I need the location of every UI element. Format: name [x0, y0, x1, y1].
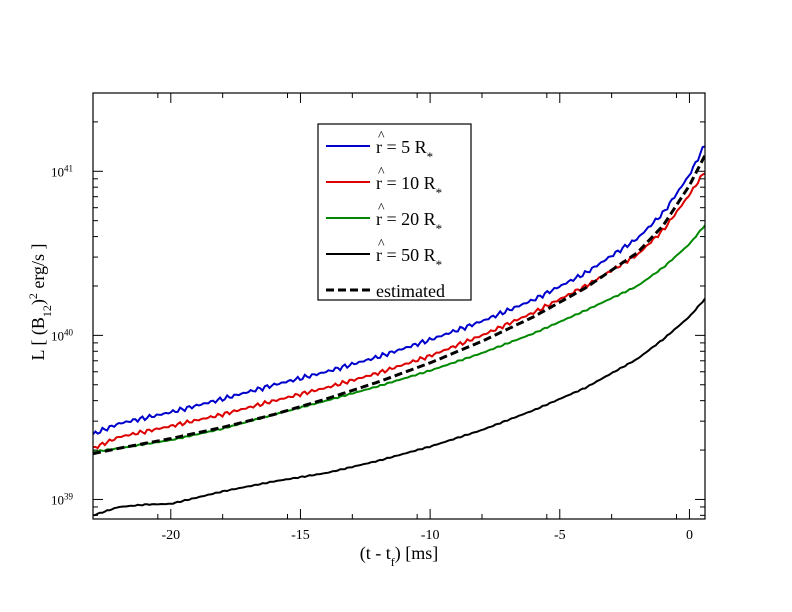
legend-hat: ^ [378, 237, 385, 252]
legend-hat: ^ [378, 201, 385, 216]
legend-label: r = 5 R* [376, 137, 433, 164]
x-axis-label-sub: f [391, 555, 395, 569]
legend-label: estimated [376, 281, 445, 301]
x-tick-label: -10 [421, 528, 440, 543]
y-axis-label: L [ (B12)2 erg/s ] [26, 244, 54, 361]
legend-box [317, 123, 472, 301]
legend-hat: ^ [378, 129, 385, 144]
x-tick-label: 0 [686, 528, 693, 543]
x-tick-label: -20 [161, 528, 180, 543]
x-axis-label: (t - tf) [ms] [360, 543, 439, 569]
legend-label: r = 20 R* [376, 209, 442, 236]
y-axis-label-tail: erg/s ] [28, 244, 48, 294]
series-line-4 [93, 297, 705, 517]
axes-layer: -20 -15 -10 -5 0 1039 1040 1041 [51, 92, 706, 543]
legend-label: r = 10 R* [376, 173, 442, 200]
series-layer [93, 145, 705, 517]
series-line-1 [93, 145, 705, 435]
plot-frame [92, 92, 706, 520]
legend: ^r = 5 R*^r = 10 R*^r = 20 R*^r = 50 R*e… [317, 123, 472, 301]
legend-label: r = 50 R* [376, 245, 442, 272]
y-tick-label: 1040 [51, 327, 74, 343]
x-tick-label: -15 [291, 528, 310, 543]
x-axis-label-tail: ) [ms] [395, 543, 439, 564]
y-tick-label: 1039 [51, 491, 74, 507]
series-line-5 [93, 154, 705, 456]
x-tick-label: -5 [554, 528, 566, 543]
y-axis-label-mid: ) [28, 299, 49, 305]
y-axis-label-main: L [ (B [28, 317, 49, 360]
x-axis-label-main: (t - t [360, 543, 391, 564]
y-axis-label-sup: 2 [26, 293, 40, 299]
y-tick-label: 1041 [51, 163, 73, 179]
legend-hat: ^ [378, 165, 385, 180]
y-axis-label-sub: 12 [40, 305, 54, 317]
